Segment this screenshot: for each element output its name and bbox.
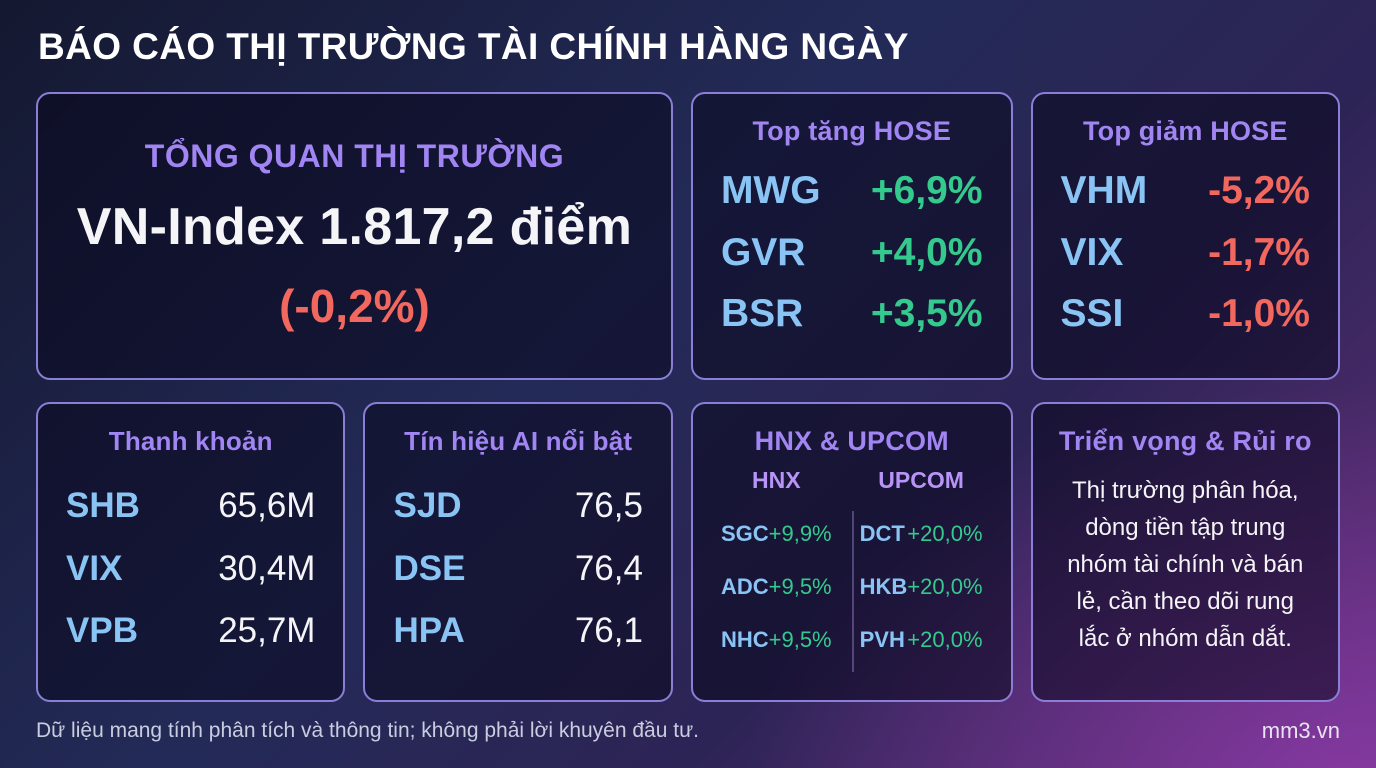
hnx-upcom-title: HNX & UPCOM: [754, 426, 949, 456]
ticker-symbol: ADC: [720, 574, 769, 599]
list-item: HPA 76,1: [393, 611, 642, 651]
ticker-volume: 25,7M: [218, 611, 316, 651]
ticker-symbol: VIX: [66, 548, 123, 588]
hnx-column: HNX SGC +9,9% ADC +9,5% NHC +9,5%: [707, 467, 846, 680]
ticker-symbol: BSR: [720, 292, 804, 336]
liquidity-title: Thanh khoản: [108, 426, 273, 456]
ticker-symbol: NHC: [720, 627, 769, 652]
list-item: BSR +3,5%: [721, 292, 983, 336]
ticker-change: +6,9%: [870, 168, 983, 212]
ticker-symbol: SSI: [1060, 292, 1124, 336]
upcom-list: DCT +20,0% HKB +20,0% PVH +20,0%: [846, 494, 997, 680]
ticker-change: +20,0%: [907, 627, 983, 652]
page-title: BÁO CÁO THỊ TRƯỜNG TÀI CHÍNH HÀNG NGÀY: [38, 26, 909, 67]
upcom-column: UPCOM DCT +20,0% HKB +20,0% PVH +20,0%: [846, 467, 997, 680]
ticker-symbol: SJD: [393, 485, 462, 525]
ticker-change: -1,0%: [1208, 292, 1310, 336]
ticker-change: +4,0%: [870, 230, 983, 274]
list-item: SSI -1,0%: [1061, 292, 1310, 336]
upcom-column-header: UPCOM: [878, 467, 964, 493]
ticker-change: +9,9%: [768, 521, 832, 546]
list-item: PVH +20,0%: [860, 627, 983, 653]
card-top-gainers-hose: Top tăng HOSE MWG +6,9% GVR +4,0% BSR +3…: [690, 92, 1013, 380]
ticker-change: -1,7%: [1208, 230, 1310, 274]
list-item: VHM -5,2%: [1061, 169, 1310, 213]
card-ai-signals: Tín hiệu AI nổi bật SJD 76,5 DSE 76,4 HP…: [363, 402, 673, 702]
ticker-change: +20,0%: [907, 521, 983, 546]
hnx-upcom-columns: HNX SGC +9,9% ADC +9,5% NHC +9,5%: [707, 467, 997, 680]
card-market-overview: TỔNG QUAN THỊ TRƯỜNG VN-Index 1.817,2 đi…: [36, 92, 673, 380]
list-item: HKB +20,0%: [860, 574, 983, 600]
list-item: VPB 25,7M: [66, 611, 315, 651]
list-item: SJD 76,5: [393, 486, 642, 526]
ticker-change: +9,5%: [768, 627, 832, 652]
hnx-list: SGC +9,9% ADC +9,5% NHC +9,5%: [707, 494, 846, 680]
ticker-change: -5,2%: [1208, 168, 1310, 212]
top-losers-list: VHM -5,2% VIX -1,7% SSI -1,0%: [1059, 147, 1312, 354]
list-item: MWG +6,9%: [721, 169, 983, 213]
ticker-volume: 30,4M: [218, 548, 316, 588]
cards-grid: TỔNG QUAN THỊ TRƯỜNG VN-Index 1.817,2 đi…: [36, 92, 1340, 702]
ticker-symbol: MWG: [720, 168, 821, 212]
ticker-symbol: DSE: [393, 548, 466, 588]
liquidity-list: SHB 65,6M VIX 30,4M VPB 25,7M: [64, 457, 317, 676]
ticker-symbol: HPA: [393, 611, 465, 651]
ticker-change: +3,5%: [870, 292, 983, 336]
ticker-change: +20,0%: [907, 574, 983, 599]
ticker-symbol: HKB: [859, 574, 908, 599]
ticker-symbol: PVH: [859, 627, 905, 652]
card-hnx-upcom: HNX & UPCOM HNX SGC +9,9% ADC +9,5%: [690, 402, 1013, 702]
ticker-change: +9,5%: [768, 574, 832, 599]
ticker-score: 76,1: [574, 611, 643, 651]
list-item: DSE 76,4: [393, 549, 642, 589]
ticker-volume: 65,6M: [218, 485, 316, 525]
ticker-score: 76,4: [574, 548, 643, 588]
ticker-symbol: VIX: [1060, 230, 1124, 274]
list-item: VIX 30,4M: [66, 549, 315, 589]
vn-index-value: VN-Index 1.817,2 điểm: [76, 197, 633, 256]
top-gainers-list: MWG +6,9% GVR +4,0% BSR +3,5%: [719, 147, 985, 354]
ticker-symbol: GVR: [720, 230, 806, 274]
ai-signals-list: SJD 76,5 DSE 76,4 HPA 76,1: [391, 457, 644, 676]
list-item: VIX -1,7%: [1061, 231, 1310, 275]
ticker-symbol: SHB: [66, 485, 140, 525]
card-liquidity: Thanh khoản SHB 65,6M VIX 30,4M VPB 25,7…: [36, 402, 346, 702]
footer: Dữ liệu mang tính phân tích và thông tin…: [36, 702, 1340, 768]
ai-signals-title: Tín hiệu AI nổi bật: [404, 426, 633, 456]
card-top-losers-hose: Top giảm HOSE VHM -5,2% VIX -1,7% SSI -1…: [1030, 92, 1340, 380]
list-item: DCT +20,0%: [860, 521, 983, 547]
market-overview-title: TỔNG QUAN THỊ TRƯỜNG: [144, 137, 565, 174]
footer-disclaimer: Dữ liệu mang tính phân tích và thông tin…: [36, 719, 699, 742]
ticker-symbol: DCT: [859, 521, 905, 546]
top-gainers-title: Top tăng HOSE: [752, 116, 952, 146]
list-item: ADC +9,5%: [721, 574, 832, 600]
ticker-symbol: VPB: [66, 611, 138, 651]
outlook-risk-title: Triển vọng & Rủi ro: [1058, 426, 1312, 456]
ticker-score: 76,5: [574, 485, 643, 525]
hnx-column-header: HNX: [752, 467, 801, 493]
ticker-symbol: SGC: [720, 521, 769, 546]
ticker-symbol: VHM: [1060, 168, 1148, 212]
vn-index-change: (-0,2%): [279, 279, 430, 332]
list-item: SHB 65,6M: [66, 486, 315, 526]
card-outlook-risk: Triển vọng & Rủi ro Thị trường phân hóa,…: [1030, 402, 1340, 702]
list-item: SGC +9,9%: [721, 521, 832, 547]
footer-brand: mm3.vn: [1261, 718, 1340, 743]
list-item: GVR +4,0%: [721, 231, 983, 275]
list-item: NHC +9,5%: [721, 627, 832, 653]
outlook-risk-body: Thị trường phân hóa, dòng tiền tập trung…: [1067, 476, 1304, 653]
top-losers-title: Top giảm HOSE: [1082, 116, 1288, 146]
